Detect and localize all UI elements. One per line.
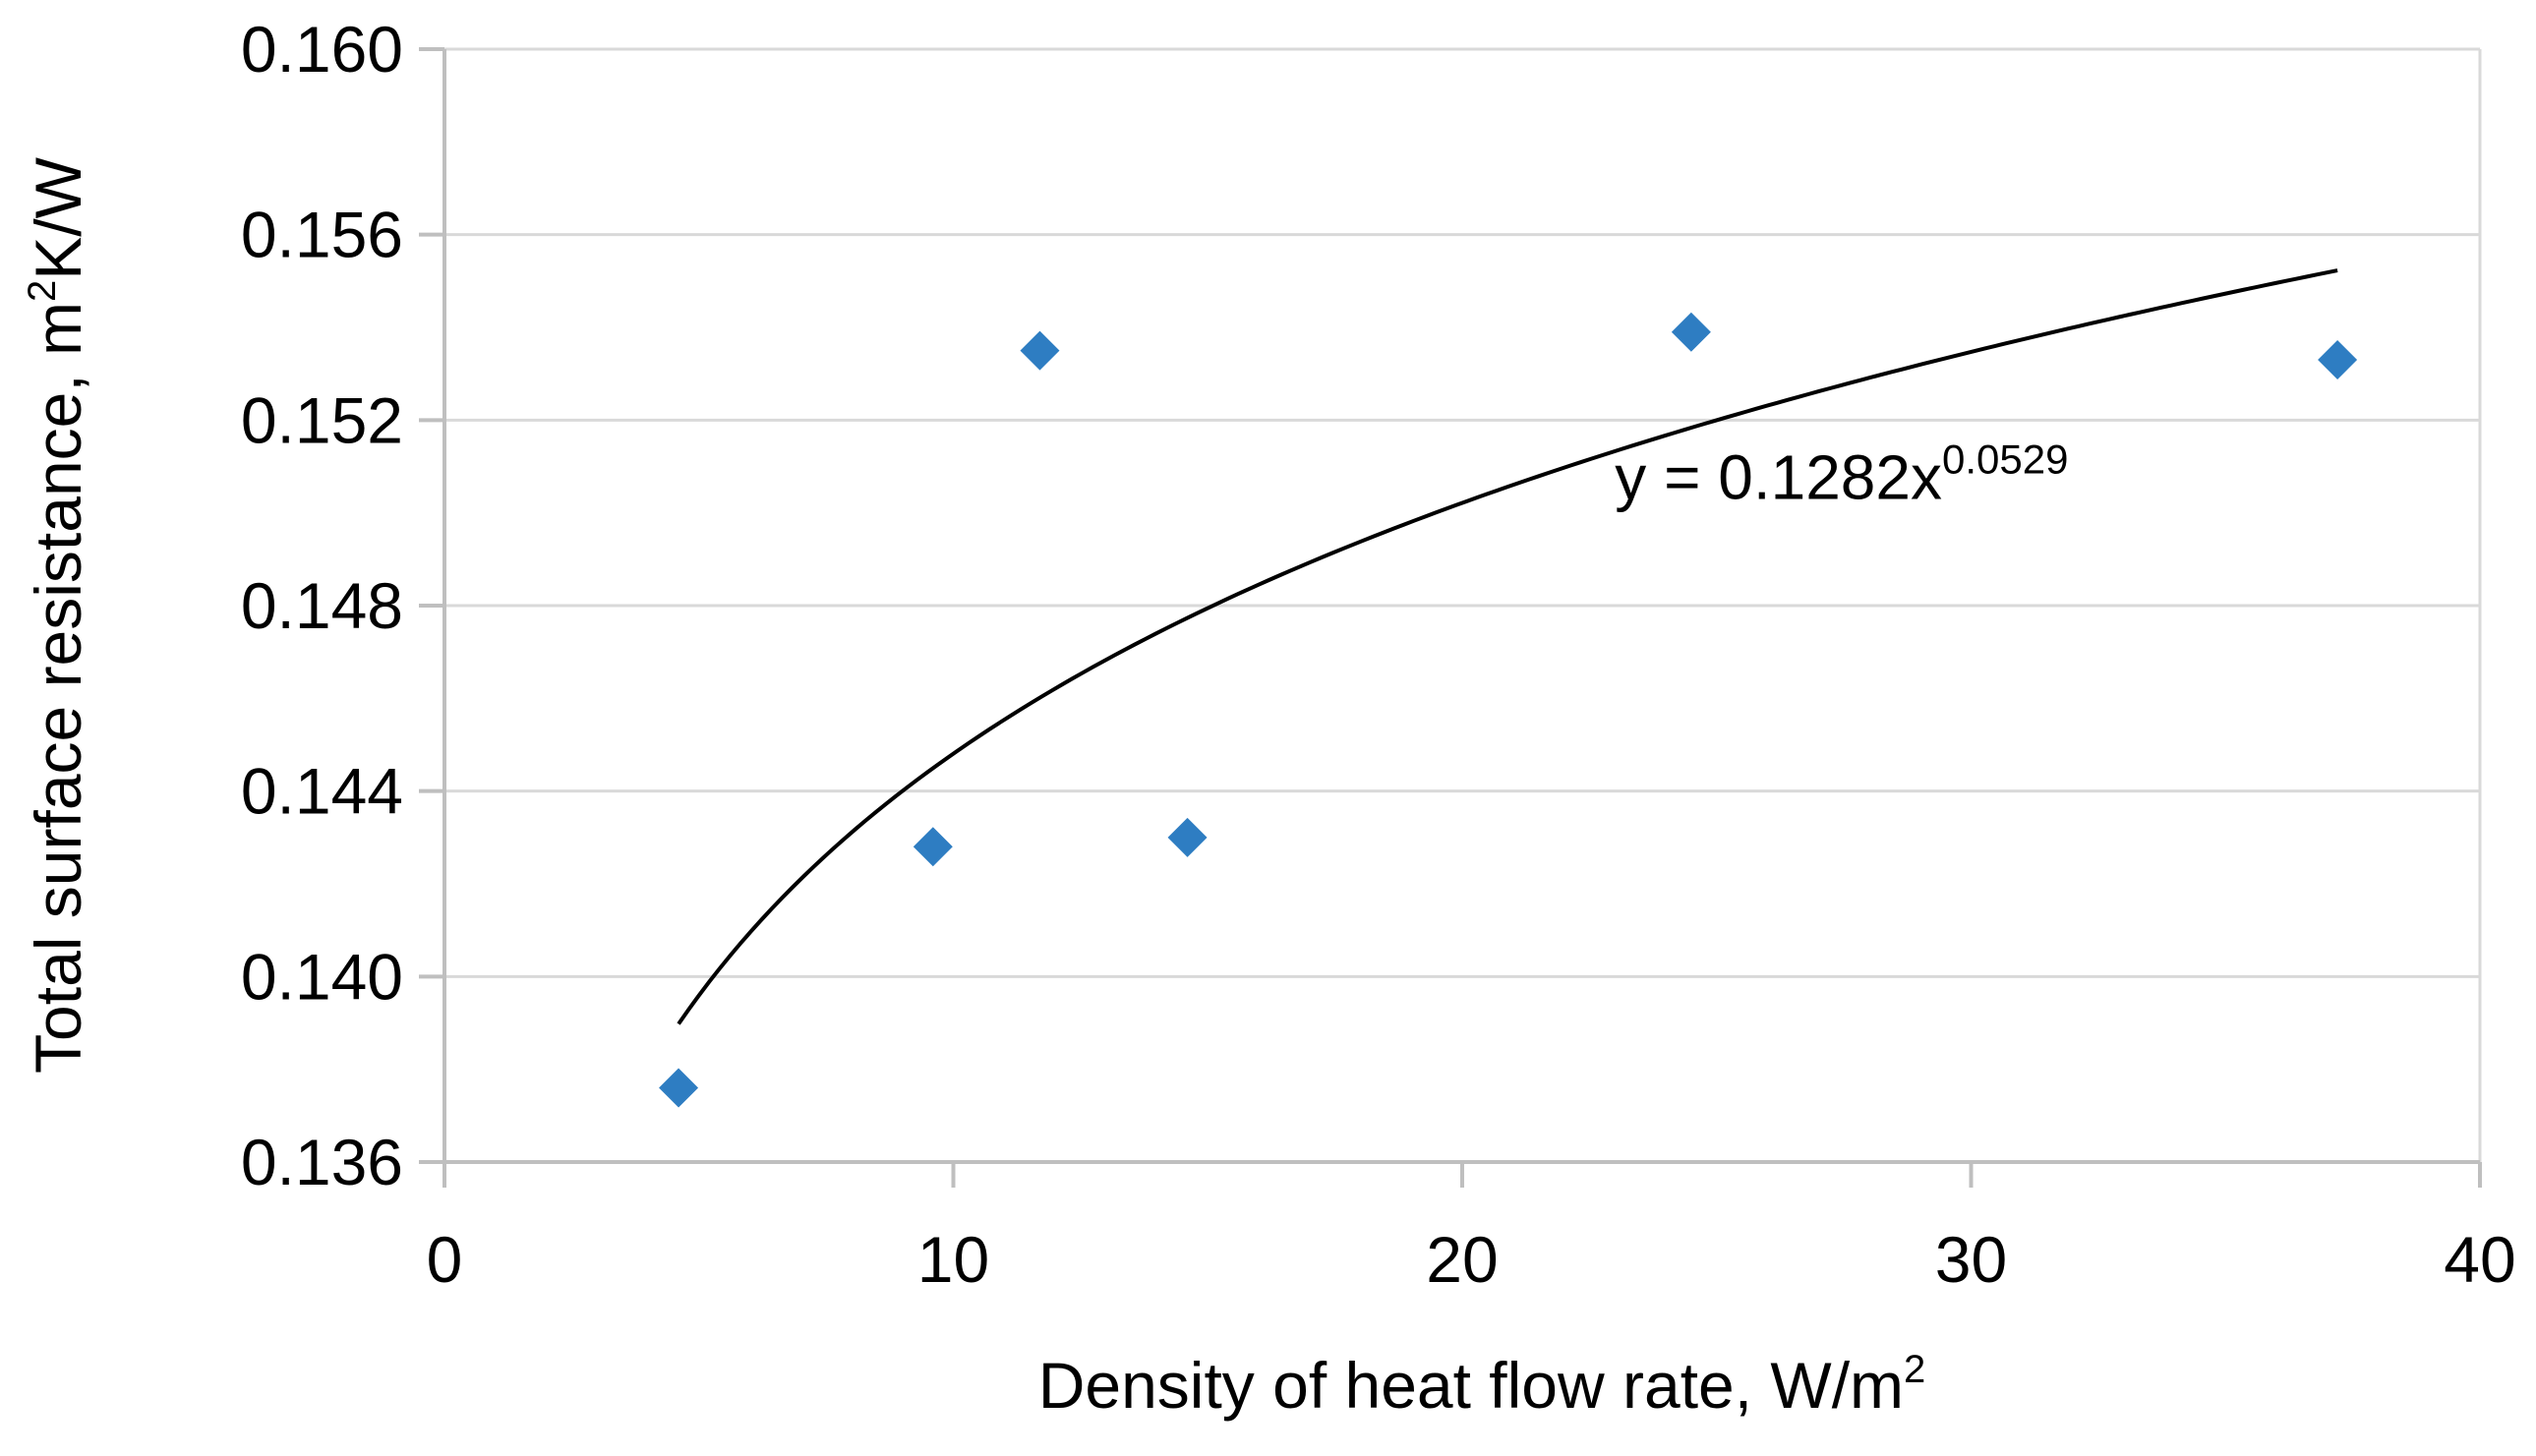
data-points: [659, 312, 2358, 1108]
data-point-diamond: [2318, 340, 2358, 380]
y-tick-label: 0.136: [241, 1126, 403, 1198]
y-tick-label: 0.152: [241, 383, 403, 456]
y-axis-title-text: Total surface resistance, m: [22, 302, 94, 1074]
y-axis-title-suffix: K/W: [22, 156, 94, 279]
data-point-diamond: [1671, 312, 1711, 352]
equation-main: y = 0.1282x: [1615, 442, 1942, 513]
data-point-diamond: [659, 1068, 699, 1108]
x-tick-label: 10: [917, 1223, 989, 1296]
x-axis-title-superscript: 2: [1904, 1348, 1925, 1391]
x-tick-label: 0: [427, 1223, 463, 1296]
equation-exponent: 0.0529: [1942, 437, 2068, 483]
trendline-equation: y = 0.1282x0.0529: [1615, 437, 2068, 513]
x-tick-label: 20: [1426, 1223, 1498, 1296]
data-point-diamond: [1167, 817, 1208, 857]
data-point-diamond: [913, 827, 953, 867]
x-tick-label: 30: [1935, 1223, 2007, 1296]
x-axis-title: Density of heat flow rate, W/m2: [1038, 1348, 1926, 1422]
grid-lines: [444, 47, 2482, 1162]
y-tick-label: 0.156: [241, 199, 403, 271]
x-axis-title-text: Density of heat flow rate, W/m: [1038, 1349, 1904, 1422]
y-tick-label: 0.160: [241, 13, 403, 86]
y-axis-title: Total surface resistance, m2K/W: [21, 156, 94, 1074]
y-tick-label: 0.140: [241, 940, 403, 1013]
y-tick-label: 0.144: [241, 755, 403, 828]
x-tick-label: 40: [2444, 1223, 2515, 1296]
data-point-diamond: [1020, 330, 1060, 371]
trendline-layer: [677, 268, 2338, 1025]
axes: [419, 47, 2482, 1188]
power-trendline: [677, 268, 2338, 1025]
tick-labels: 0.136 0.140 0.144 0.148 0.152 0.156 0.160 0 10 20…: [241, 13, 2516, 1296]
y-axis-title-superscript: 2: [21, 280, 64, 302]
y-tick-label: 0.148: [241, 569, 403, 642]
